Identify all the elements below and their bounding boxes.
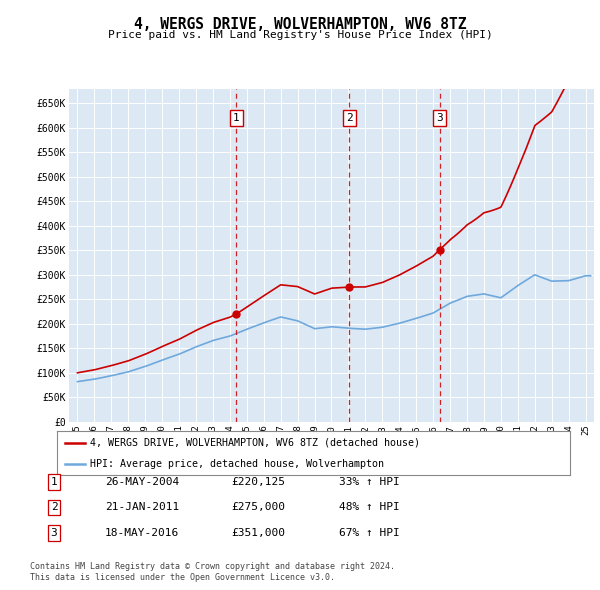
Text: 1: 1 (50, 477, 58, 487)
Text: Contains HM Land Registry data © Crown copyright and database right 2024.: Contains HM Land Registry data © Crown c… (30, 562, 395, 571)
Text: 26-MAY-2004: 26-MAY-2004 (105, 477, 179, 487)
Text: 4, WERGS DRIVE, WOLVERHAMPTON, WV6 8TZ (detached house): 4, WERGS DRIVE, WOLVERHAMPTON, WV6 8TZ (… (91, 438, 421, 448)
Text: 2: 2 (346, 113, 353, 123)
Text: 2: 2 (50, 503, 58, 512)
Text: £275,000: £275,000 (231, 503, 285, 512)
Text: £220,125: £220,125 (231, 477, 285, 487)
Text: This data is licensed under the Open Government Licence v3.0.: This data is licensed under the Open Gov… (30, 573, 335, 582)
Text: 1: 1 (233, 113, 240, 123)
Text: 67% ↑ HPI: 67% ↑ HPI (339, 528, 400, 537)
Text: Price paid vs. HM Land Registry's House Price Index (HPI): Price paid vs. HM Land Registry's House … (107, 30, 493, 40)
Text: HPI: Average price, detached house, Wolverhampton: HPI: Average price, detached house, Wolv… (91, 459, 385, 469)
Text: 3: 3 (436, 113, 443, 123)
Text: 18-MAY-2016: 18-MAY-2016 (105, 528, 179, 537)
Text: 3: 3 (50, 528, 58, 537)
Text: 21-JAN-2011: 21-JAN-2011 (105, 503, 179, 512)
Text: 4, WERGS DRIVE, WOLVERHAMPTON, WV6 8TZ: 4, WERGS DRIVE, WOLVERHAMPTON, WV6 8TZ (134, 17, 466, 31)
Text: 33% ↑ HPI: 33% ↑ HPI (339, 477, 400, 487)
Text: 48% ↑ HPI: 48% ↑ HPI (339, 503, 400, 512)
Text: £351,000: £351,000 (231, 528, 285, 537)
